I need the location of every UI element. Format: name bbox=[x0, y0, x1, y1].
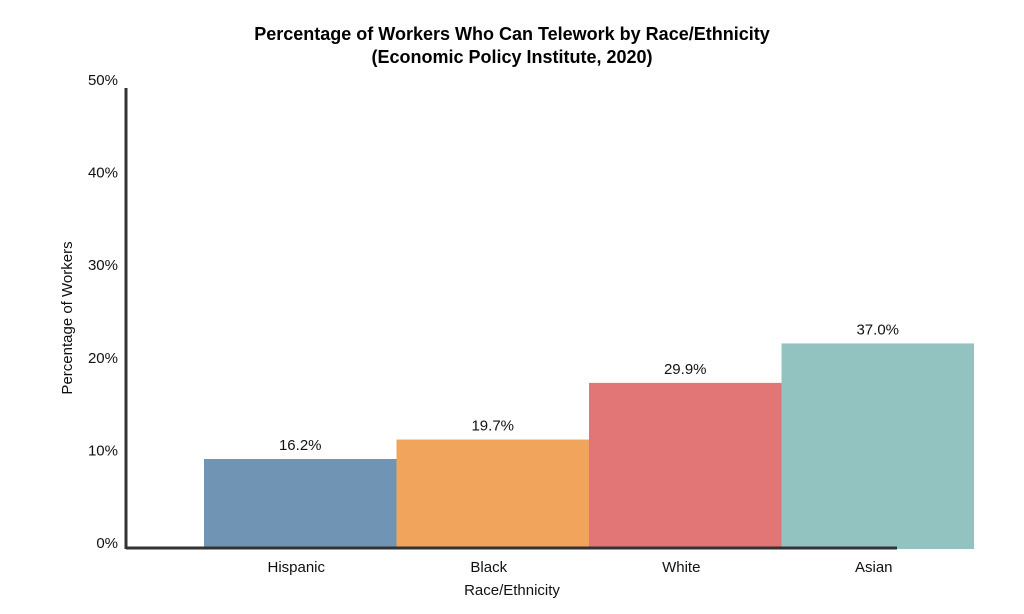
data-labels: 16.2% 19.7% 29.9% 37.0% bbox=[279, 321, 899, 454]
chart-title: Percentage of Workers Who Can Telework b… bbox=[254, 24, 769, 44]
y-axis-ticks: 0% 10% 20% 30% 40% 50% bbox=[88, 72, 118, 552]
x-tick-label-black: Black bbox=[470, 559, 507, 576]
bar-asian bbox=[781, 343, 974, 549]
data-label-white: 29.9% bbox=[664, 361, 707, 378]
data-label-asian: 37.0% bbox=[856, 321, 899, 338]
y-tick-label: 50% bbox=[88, 72, 118, 89]
data-label-hispanic: 16.2% bbox=[279, 437, 322, 454]
y-tick-label: 20% bbox=[88, 350, 118, 367]
x-axis-ticks: Hispanic Black White Asian bbox=[267, 559, 892, 576]
bars bbox=[204, 343, 974, 549]
chart-subtitle: (Economic Policy Institute, 2020) bbox=[371, 47, 652, 67]
x-tick-label-asian: Asian bbox=[855, 559, 893, 576]
bar-black bbox=[396, 439, 589, 549]
y-tick-label: 40% bbox=[88, 165, 118, 182]
y-tick-label: 30% bbox=[88, 257, 118, 274]
x-tick-label-white: White bbox=[662, 559, 700, 576]
bar-hispanic bbox=[204, 458, 397, 549]
y-tick-label: 10% bbox=[88, 442, 118, 459]
y-axis-label: Percentage of Workers bbox=[59, 241, 76, 394]
x-axis-label: Race/Ethnicity bbox=[464, 582, 560, 599]
data-label-black: 19.7% bbox=[471, 418, 514, 435]
x-tick-label-hispanic: Hispanic bbox=[267, 559, 325, 576]
y-tick-label: 0% bbox=[96, 535, 118, 552]
bar-white bbox=[589, 382, 782, 549]
